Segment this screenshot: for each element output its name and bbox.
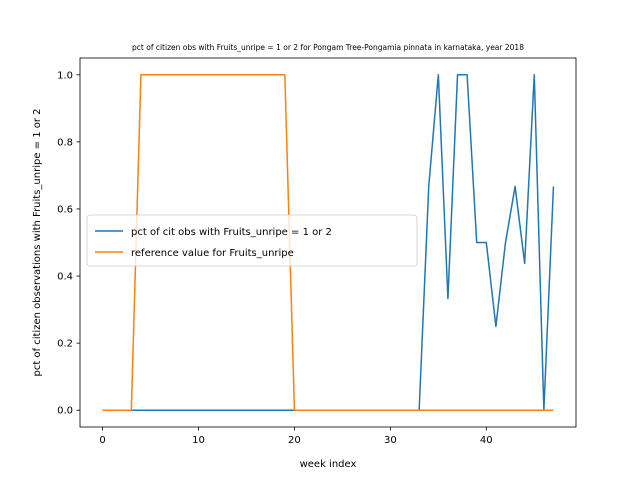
series-layer: [102, 74, 555, 411]
y-axis-ticks: 0.0 0.2 0.4 0.6 0.8 1.0: [57, 70, 80, 417]
legend-label-series-2: reference value for Fruits_unripe: [131, 248, 294, 259]
chart-title: pct of citizen obs with Fruits_unripe = …: [132, 43, 524, 52]
y-tick-label: 0.8: [57, 137, 73, 148]
legend-box: [86, 214, 418, 267]
series-line-2: [102, 74, 554, 411]
x-tick-label: 10: [192, 435, 205, 446]
y-tick-label: 0.6: [57, 204, 73, 215]
x-axis-label: week index: [300, 459, 357, 470]
y-tick-label: 0.4: [57, 272, 73, 283]
legend-label-series-1: pct of cit obs with Fruits_unripe = 1 or…: [131, 227, 332, 238]
y-tick-label: 1.0: [57, 70, 73, 81]
x-tick-label: 20: [288, 435, 301, 446]
y-tick-label: 0.2: [57, 339, 73, 350]
y-axis-label: pct of citizen observations with Fruits_…: [32, 108, 43, 376]
plot-area-frame: [79, 57, 577, 428]
x-tick-label: 0: [99, 435, 105, 446]
x-tick-label: 40: [480, 435, 493, 446]
x-axis-ticks: 0 10 20 30 40: [99, 427, 493, 446]
legend: pct of cit obs with Fruits_unripe = 1 or…: [86, 214, 418, 267]
y-tick-label: 0.0: [57, 406, 73, 417]
x-tick-label: 30: [384, 435, 397, 446]
